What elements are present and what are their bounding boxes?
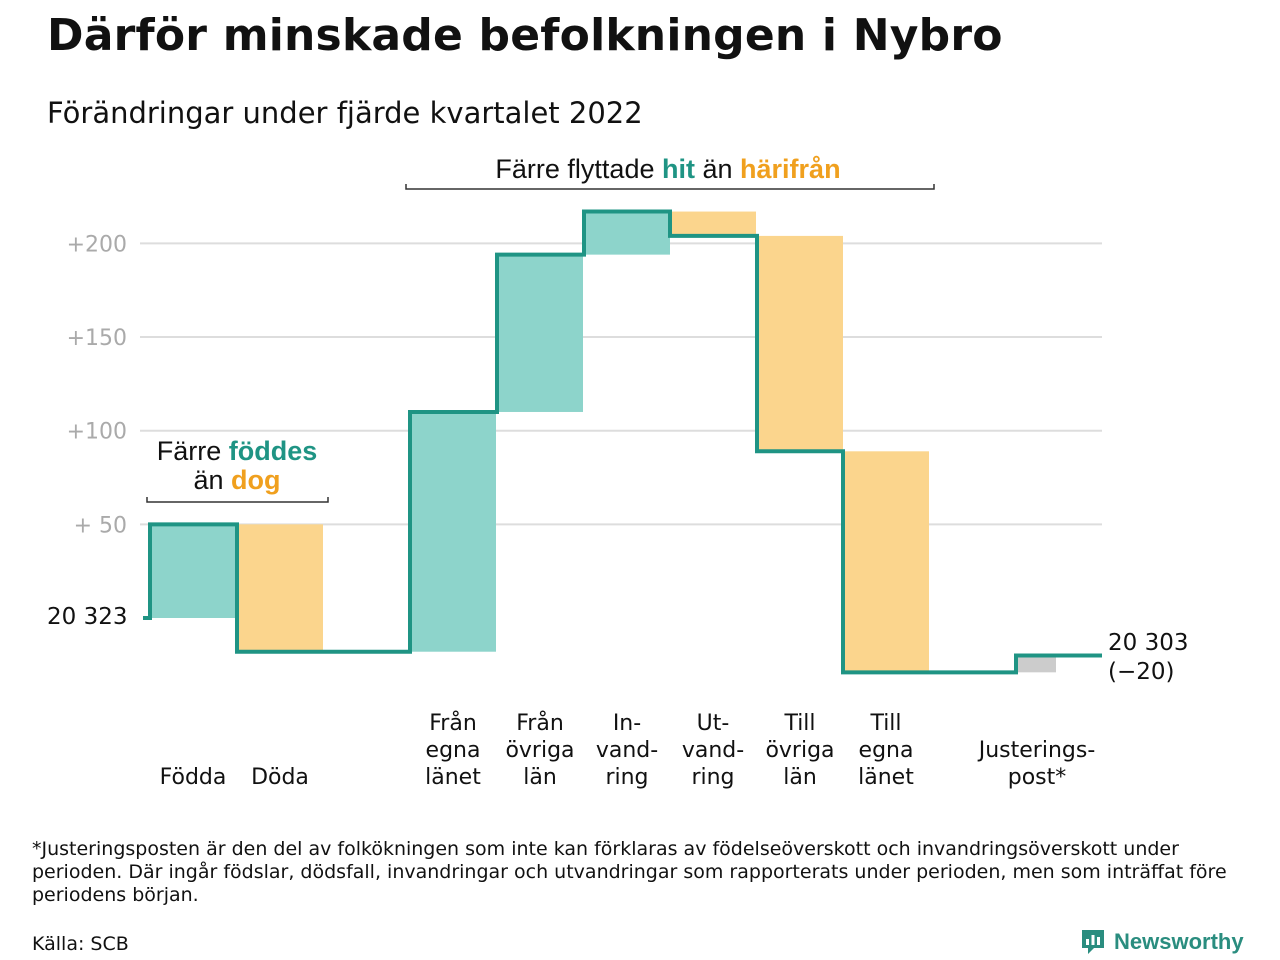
waterfall-bar	[237, 524, 323, 652]
category-label: vand-	[682, 738, 744, 763]
category-label: egna	[426, 738, 481, 763]
moves-bracket	[405, 184, 935, 190]
category-label: länet	[858, 765, 914, 790]
bar-chart-logo-icon	[1082, 930, 1104, 954]
category-label: län	[783, 765, 817, 790]
category-label: Födda	[160, 765, 227, 790]
births-annotation: Färre föddes	[157, 436, 318, 466]
waterfall-bar	[497, 254, 583, 412]
source-label: Källa: SCB	[32, 933, 129, 955]
category-label: vand-	[596, 738, 658, 763]
category-label: Döda	[251, 765, 309, 790]
category-label: post*	[1008, 765, 1067, 790]
footnote: *Justeringsposten är den del av folkökni…	[32, 838, 1227, 906]
y-tick-label: +200	[67, 232, 127, 257]
y-tick-label: +100	[67, 420, 127, 445]
waterfall-bar	[150, 524, 236, 618]
category-label: län	[523, 765, 557, 790]
category-label: egna	[859, 738, 914, 763]
waterfall-bar	[757, 235, 843, 452]
chart-title: Därför minskade befolkningen i Nybro	[47, 10, 1003, 61]
category-label: länet	[425, 765, 481, 790]
category-label: In-	[613, 711, 641, 736]
y-tick-label: + 50	[74, 513, 127, 538]
category-label: övriga	[505, 738, 574, 763]
waterfall-bar	[843, 451, 929, 673]
waterfall-bar	[584, 211, 670, 255]
waterfall-bar	[410, 411, 496, 652]
category-label: Till	[783, 711, 815, 736]
cumulative-line	[143, 209, 1102, 675]
births-bracket	[146, 497, 329, 503]
chart-subtitle: Förändringar under fjärde kvartalet 2022	[47, 96, 643, 130]
end-value-label: 20 303	[1108, 630, 1188, 656]
category-label: Från	[429, 710, 477, 736]
category-label: Från	[516, 710, 564, 736]
category-label: ring	[691, 765, 734, 790]
waterfall-bar	[670, 211, 756, 236]
moves-annotation: Färre flyttade hit än härifrån	[495, 154, 840, 184]
end-change-label: (−20)	[1108, 659, 1174, 685]
waterfall-chart: + 50 +100 +150 +200 20 323 20 303 (−20) Födda Dö…	[47, 154, 1188, 790]
brand-logo: Newsworthy	[1080, 928, 1244, 956]
category-label: Justerings-	[977, 738, 1096, 763]
births-annotation: än dog	[193, 465, 280, 495]
category-label: Ut-	[697, 711, 730, 736]
start-value-label: 20 323	[47, 604, 127, 630]
category-label: ring	[605, 765, 648, 790]
y-tick-label: +150	[67, 326, 127, 351]
brand-name: Newsworthy	[1114, 929, 1244, 954]
waterfall-bar	[1018, 655, 1056, 673]
category-label: Till	[869, 711, 901, 736]
category-label: övriga	[765, 738, 834, 763]
